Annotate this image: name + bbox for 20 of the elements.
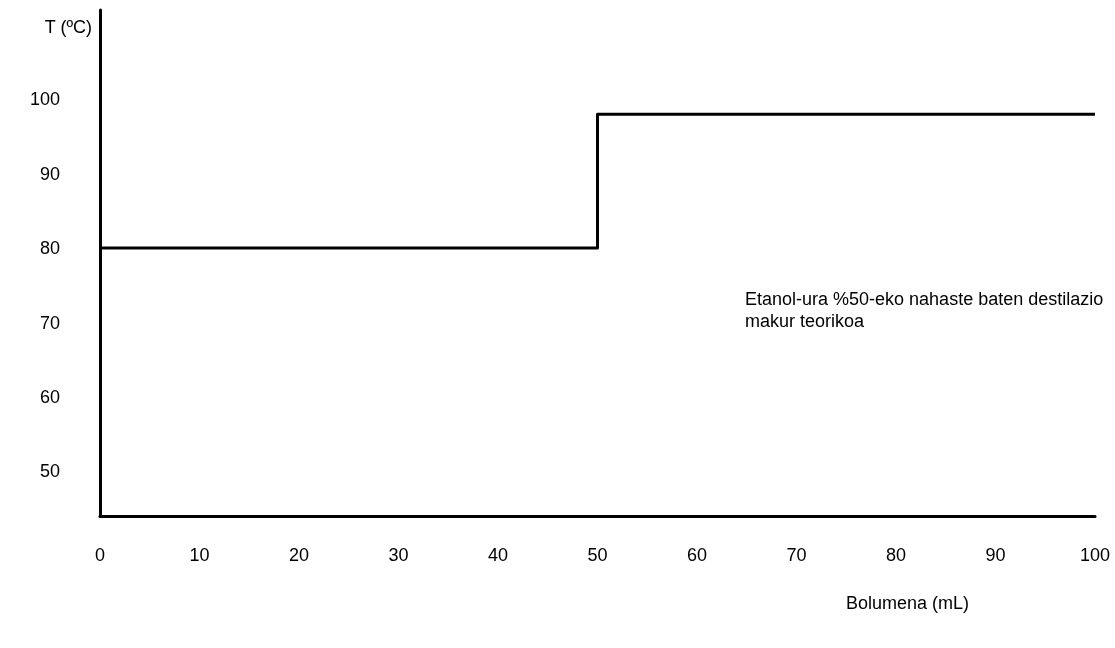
x-tick-label: 40 xyxy=(487,545,509,565)
x-tick-label: 90 xyxy=(985,545,1006,565)
annotation: Etanol-ura %50-eko nahaste baten destilazio makur teorikoa xyxy=(745,289,1109,331)
x-tick-label: 10 xyxy=(189,545,210,565)
y-tick-label: 90 xyxy=(39,163,60,184)
x-tick-label: 30 xyxy=(388,545,409,565)
y-tick-label: 80 xyxy=(39,238,60,259)
x-axis-title: Bolumena (mL) xyxy=(845,593,970,613)
x-tick-label: 70 xyxy=(786,545,807,565)
x-tick-label: 0 xyxy=(94,545,106,565)
x-tick-label: 100 xyxy=(1079,545,1111,565)
y-tick-label: 60 xyxy=(39,386,60,407)
x-tick-label: 80 xyxy=(885,545,907,565)
y-tick-label: 100 xyxy=(29,89,60,110)
x-tick-label: 60 xyxy=(686,545,708,565)
y-axis-title: T (ºC) xyxy=(44,17,92,37)
y-tick-label: 70 xyxy=(39,312,60,333)
x-tick-label: 50 xyxy=(587,545,608,565)
y-tick-label: 50 xyxy=(39,461,60,482)
x-tick-label: 20 xyxy=(288,545,310,565)
